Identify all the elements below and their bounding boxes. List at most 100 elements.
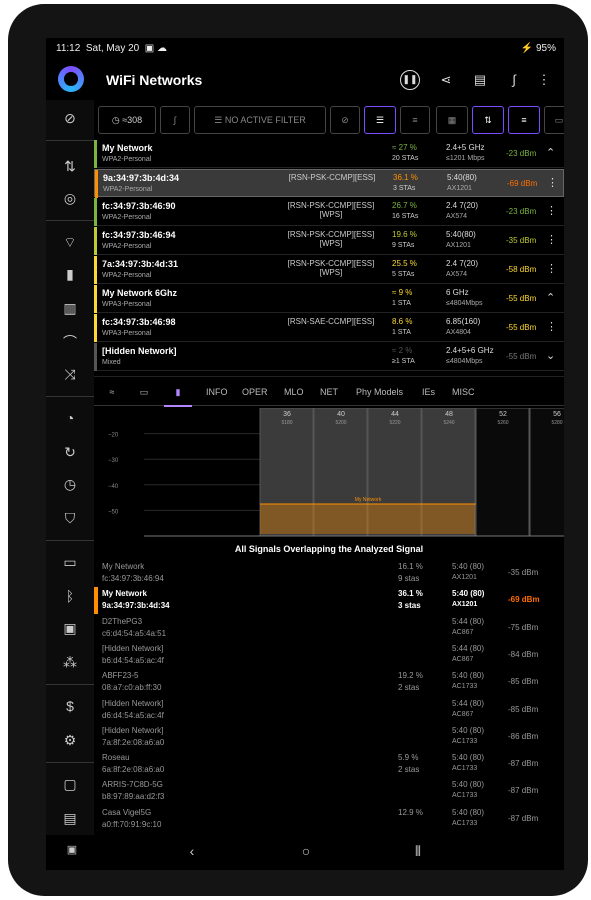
tab-ies[interactable]: IEs: [422, 387, 436, 397]
sidebar-network-icon[interactable]: ⁂: [63, 654, 77, 670]
wifi-standard: ≤4804Mbps: [446, 358, 483, 365]
row-action-icon[interactable]: ⋮: [546, 234, 557, 246]
tab-time-graph-icon[interactable]: ▭: [139, 387, 149, 397]
signal-row[interactable]: [Hidden Network] 7a:8f:2e:08:a6:a0 5:40 (8…: [94, 724, 564, 751]
wifi-standard: AX4804: [446, 329, 471, 336]
list-button[interactable]: ≡: [400, 106, 430, 134]
rssi-value: -55 dBm: [506, 323, 537, 332]
network-row[interactable]: fc:34:97:3b:46:90 WPA2-Personal [RSN-PSK-C…: [94, 198, 564, 226]
network-row[interactable]: fc:34:97:3b:46:94 WPA2-Personal [RSN-PSK-C…: [94, 227, 564, 255]
sidebar-settings-icon[interactable]: ⚙: [63, 732, 77, 748]
export-icon[interactable]: ▤: [473, 72, 487, 87]
row-action-icon[interactable]: ⌃: [546, 292, 556, 304]
group-button[interactable]: ☰: [364, 106, 396, 134]
sidebar-shield-icon[interactable]: ⛉: [64, 510, 76, 526]
network-row[interactable]: My Network 6Ghz WPA3-Personal ≈ 9 % 1 STA 6 …: [94, 285, 564, 313]
sidebar-location-off-icon[interactable]: ⊘: [64, 110, 76, 126]
rssi-value: -55 dBm: [506, 294, 537, 303]
signal-ssid: My Network: [102, 562, 145, 571]
signal-rssi: -84 dBm: [508, 649, 539, 659]
row-action-icon[interactable]: ⋮: [546, 263, 557, 275]
sidebar-feedback-icon[interactable]: ▢: [63, 776, 77, 792]
signal-row[interactable]: Casa Vigel5G a0:ff:70:91:9c:10 12.9 % 5:40 …: [94, 806, 564, 833]
sidebar-dollar-icon[interactable]: $: [66, 698, 74, 714]
chart-toggle-button[interactable]: ∫: [160, 106, 190, 134]
sort-button[interactable]: ⇅: [472, 106, 504, 134]
pause-icon[interactable]: ❚❚: [400, 70, 420, 90]
filter-button[interactable]: ☰ NO ACTIVE FILTER: [194, 106, 326, 134]
count-button[interactable]: ◷ ≈308: [98, 106, 156, 134]
signal-standard: AC867: [452, 655, 474, 663]
row-action-icon[interactable]: ⌄: [546, 350, 556, 362]
sidebar-monitor-icon[interactable]: ▣: [63, 620, 77, 636]
compact-button[interactable]: ≡: [508, 106, 540, 134]
signal-row[interactable]: ARRIS-7C8D-5G b8:97:89:aa:d2:f3 5:40 (80) A…: [94, 778, 564, 805]
station-count: 3 STAs: [393, 185, 416, 192]
recent-apps-shortcut-icon[interactable]: ▣: [66, 844, 78, 856]
tab-phy-models[interactable]: Phy Models: [356, 387, 404, 397]
signal-row[interactable]: [Hidden Network] b6:d4:54:a5:ac:4f 5:44 (8…: [94, 642, 564, 669]
signal-standard: AC1733: [452, 765, 478, 773]
tab-mlo[interactable]: MLO: [284, 387, 304, 397]
tab-graph-icon[interactable]: ≈: [109, 387, 115, 397]
signal-standard: AC1733: [452, 737, 478, 745]
notes-button[interactable]: ▭: [544, 106, 564, 134]
tab-misc[interactable]: MISC: [452, 387, 475, 397]
filter-off-button[interactable]: ⊘: [330, 106, 360, 134]
signal-row[interactable]: [Hidden Network] d6:d4:54:a5:ac:4f 5:44 (8…: [94, 697, 564, 724]
sidebar-speed-icon[interactable]: ◔: [65, 410, 75, 426]
tab-info[interactable]: INFO: [206, 387, 228, 397]
band-channel: 5:40(80): [446, 230, 476, 239]
channel-utilization: 26.7 %: [392, 201, 417, 210]
tab-channel-graph-icon[interactable]: ▮: [164, 377, 192, 407]
signal-ssid: [Hidden Network]: [102, 643, 164, 653]
signal-row[interactable]: D2ThePG3 c6:d4:54:a5:4a:51 5:44 (80) AC867 -…: [94, 615, 564, 642]
back-icon[interactable]: ‹: [189, 843, 195, 859]
row-action-icon[interactable]: ⌃: [546, 147, 556, 159]
sidebar-shuffle-icon[interactable]: ⤨: [64, 366, 76, 382]
signal-standard: AX1201: [452, 601, 478, 609]
station-count: 1 STA: [392, 329, 411, 336]
sidebar-history-icon[interactable]: ◷: [63, 476, 77, 492]
sidebar-check-icon[interactable]: ◎: [63, 190, 77, 206]
network-row[interactable]: [Hidden Network] Mixed ≈ 2 % ≥1 STA 2.4+5+6 …: [94, 343, 564, 371]
signal-row[interactable]: My Network 9a:34:97:3b:4d:34 36.1 % 3 stas 5…: [94, 587, 564, 615]
sidebar-bluetooth-icon[interactable]: ᛒ: [65, 588, 75, 604]
overflow-menu-icon[interactable]: ⋮: [537, 72, 551, 87]
channel-number: 36: [283, 411, 291, 418]
sidebar-refresh-icon[interactable]: ↻: [64, 444, 76, 460]
share-icon[interactable]: ⋖: [440, 72, 452, 87]
recents-icon[interactable]: ⦀: [414, 843, 422, 859]
network-row[interactable]: 7a:34:97:3b:4d:31 WPA2-Personal [RSN-PSK-C…: [94, 256, 564, 284]
sidebar-document-icon[interactable]: ▤: [63, 810, 77, 826]
network-list: My Network WPA2-Personal ≈ 27 % 20 STAs 2.4+…: [94, 140, 564, 372]
sidebar-signal-icon[interactable]: ⌒: [63, 334, 77, 350]
network-row[interactable]: My Network WPA2-Personal ≈ 27 % 20 STAs 2.4+…: [94, 140, 564, 168]
sidebar-bar-chart-icon[interactable]: ▮: [66, 266, 74, 282]
row-action-icon[interactable]: ⋮: [546, 205, 557, 217]
rssi-value: -55 dBm: [506, 352, 537, 361]
signal-row[interactable]: Roseau 6a:8f:2e:08:a6:a0 5.9 % 2 stas 5:40 (…: [94, 751, 564, 778]
chart-icon[interactable]: ∫: [512, 72, 516, 87]
signal-channel: 5:40 (80): [452, 780, 485, 790]
signal-row[interactable]: My Network fc:34:97:3b:46:94 16.1 % 9 stas 5…: [94, 560, 564, 587]
tab-net[interactable]: NET: [320, 387, 338, 397]
signal-bssid: b6:d4:54:a5:ac:4f: [102, 655, 164, 665]
row-action-icon[interactable]: ⋮: [547, 177, 558, 189]
sidebar-spectrum-icon[interactable]: ▥: [63, 300, 77, 316]
network-row[interactable]: 9a:34:97:3b:4d:34 WPA2-Personal [RSN-PSK-C…: [94, 169, 564, 198]
channel-frequency: 5220: [389, 420, 400, 426]
grid-button[interactable]: ▦: [436, 106, 468, 134]
sidebar-devices-icon[interactable]: ▭: [63, 554, 77, 570]
sidebar-sort-icon[interactable]: ⇅: [64, 158, 76, 174]
band-channel: 6 GHz: [446, 288, 469, 297]
channel-number: 52: [499, 411, 507, 418]
home-icon[interactable]: ○: [301, 843, 311, 859]
signal-row[interactable]: ABFF23-5 08:a7:c0:ab:ff:30 19.2 % 2 stas 5:4…: [94, 669, 564, 696]
status-time: 11:12: [56, 43, 81, 54]
network-row[interactable]: fc:34:97:3b:46:98 WPA3-Personal [RSN-SAE-C…: [94, 314, 564, 342]
tab-oper[interactable]: OPER: [242, 387, 268, 397]
sidebar-wifi-icon[interactable]: ⌔: [63, 234, 77, 250]
row-action-icon[interactable]: ⋮: [546, 321, 557, 333]
signal-channel: 5:44 (80): [452, 616, 485, 626]
